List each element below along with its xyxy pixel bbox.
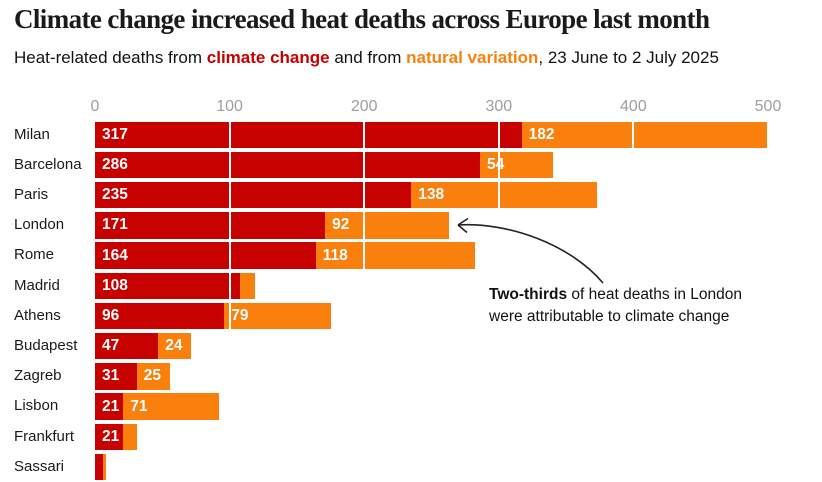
bar-segment-climate-change: 317	[95, 121, 522, 148]
city-label-barcelona: Barcelona	[14, 155, 82, 173]
annotation-line2: were attributable to climate change	[489, 308, 730, 325]
x-axis-tick-0: 0	[90, 98, 100, 115]
bar-value-label: 108	[102, 276, 128, 294]
bar-segment-climate-change: 21	[95, 423, 124, 450]
bar-segment-climate-change: 286	[95, 151, 480, 179]
bar-value-label: 25	[143, 367, 161, 385]
bar-segment-climate-change: 31	[95, 363, 137, 390]
bar-value-label: 31	[102, 367, 120, 385]
bar-value-label: 47	[102, 337, 120, 355]
city-label-madrid: Madrid	[14, 276, 60, 294]
bar-segment-climate-change: 47	[95, 332, 159, 360]
gridline-100	[228, 119, 231, 481]
bar-value-label: 235	[102, 186, 128, 204]
bar-segment-natural-variation: 182	[521, 121, 767, 148]
subtitle-suffix: , 23 June to 2 July 2025	[538, 48, 719, 67]
chart-title: Climate change increased heat deaths acr…	[14, 4, 710, 34]
bar-value-label: 54	[486, 155, 505, 173]
annotation-bold-text: Two-thirds	[489, 286, 568, 303]
bar-segment-natural-variation: 25	[136, 363, 171, 390]
city-label-paris: Paris	[14, 185, 49, 203]
city-label-milan: Milan	[14, 125, 50, 143]
subtitle-climate-change-legend: climate change	[206, 48, 330, 67]
gridline-500	[767, 119, 769, 481]
bar-segment-natural-variation	[123, 423, 137, 450]
bar-segment-natural-variation: 54	[479, 151, 553, 179]
bar-value-label: 21	[102, 427, 120, 445]
bar-value-label: 24	[165, 337, 183, 355]
subtitle-prefix: Heat-related deaths from	[14, 48, 207, 67]
annotation-arrow	[457, 217, 604, 284]
bar-value-label: 118	[322, 246, 348, 264]
city-label-frankfurt: Frankfurt	[14, 427, 75, 445]
bar-segment-climate-change	[95, 453, 104, 481]
bar-value-label: 164	[102, 246, 128, 264]
bar-segment-natural-variation: 79	[224, 302, 331, 330]
bar-segment-natural-variation: 71	[123, 393, 219, 420]
annotation-line1-rest: of heat deaths in London	[567, 286, 743, 303]
subtitle-middle: and from	[329, 48, 407, 67]
bar-value-label: 171	[102, 216, 128, 234]
x-axis-tick-300: 300	[485, 98, 513, 115]
bar-value-label: 21	[102, 397, 120, 415]
bar-segment-natural-variation: 24	[158, 332, 191, 360]
gridline-400	[632, 119, 635, 481]
bar-segment-climate-change: 235	[95, 181, 412, 209]
bar-value-label: 96	[102, 306, 120, 324]
bar-value-label: 317	[102, 125, 128, 143]
bar-segment-climate-change: 21	[95, 393, 124, 420]
city-label-sassari: Sassari	[14, 457, 65, 475]
x-axis-tick-100: 100	[216, 98, 243, 115]
bar-segment-natural-variation	[103, 453, 106, 481]
bar-segment-natural-variation	[240, 272, 256, 299]
bar-segment-climate-change: 164	[95, 242, 316, 269]
annotation-text: Two-thirds of heat deaths in London were …	[489, 284, 799, 328]
bar-value-label: 79	[231, 306, 249, 324]
bar-value-label: 138	[418, 186, 445, 204]
bar-segment-climate-change: 171	[95, 212, 326, 239]
bar-segment-climate-change: 96	[95, 302, 225, 330]
chart-subtitle: Heat-related deaths from climate change …	[14, 48, 719, 68]
city-label-zagreb: Zagreb	[14, 367, 62, 385]
gridline-300	[497, 119, 500, 481]
subtitle-natural-variation-legend: natural variation	[406, 48, 539, 67]
bar-segment-natural-variation: 92	[325, 212, 449, 239]
gridline-200	[363, 119, 366, 481]
bar-segment-natural-variation: 138	[411, 181, 598, 209]
bar-segment-climate-change: 108	[95, 272, 241, 299]
x-axis-tick-200: 200	[350, 98, 378, 115]
bar-value-label: 182	[528, 125, 555, 143]
x-axis-tick-400: 400	[620, 98, 647, 115]
city-label-london: London	[14, 216, 65, 234]
city-label-budapest: Budapest	[14, 336, 78, 354]
x-axis-tick-500: 500	[754, 98, 782, 115]
city-label-lisbon: Lisbon	[14, 397, 59, 415]
bar-value-label: 71	[130, 397, 148, 415]
bar-value-label: 92	[332, 216, 350, 234]
city-label-athens: Athens	[14, 306, 61, 324]
bar-value-label: 286	[102, 155, 128, 173]
city-label-rome: Rome	[14, 246, 55, 264]
bar-segment-natural-variation: 118	[315, 242, 475, 269]
